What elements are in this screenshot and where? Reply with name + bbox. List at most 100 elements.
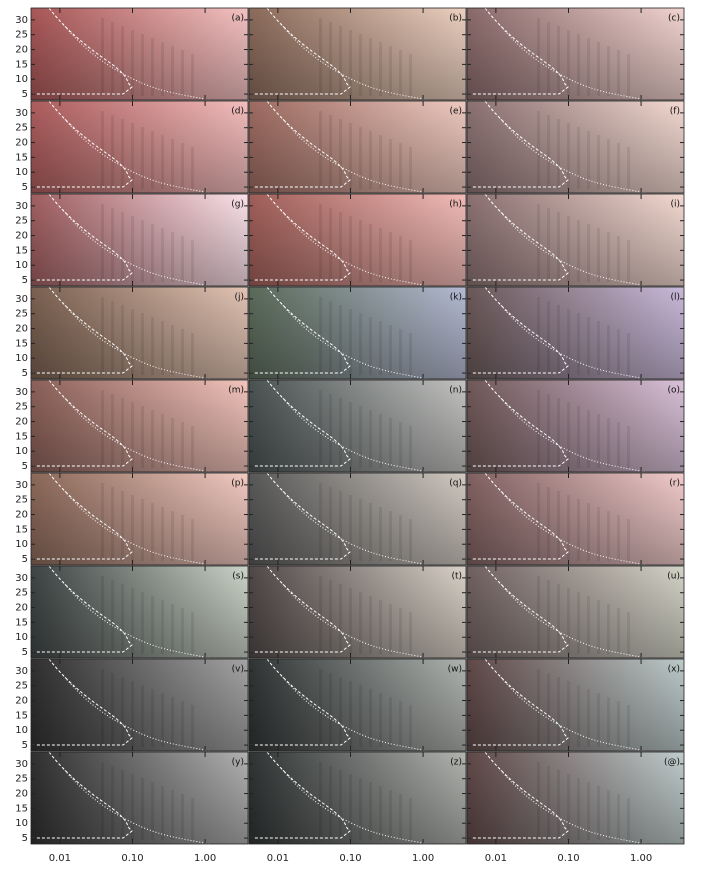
boundary-curve <box>62 302 210 380</box>
stripe <box>329 22 332 96</box>
panel-frame <box>466 379 685 473</box>
stripe <box>627 705 630 747</box>
boundary-curve <box>249 751 351 839</box>
panel-shade <box>249 101 466 193</box>
y-tick-label: 15 <box>15 338 28 349</box>
boundary-curve <box>31 193 133 281</box>
stripe <box>547 766 550 840</box>
boundary-curve <box>62 116 210 194</box>
panel-label: (i) <box>670 200 680 210</box>
panel: (q) <box>248 472 467 566</box>
stripe <box>111 394 114 468</box>
stripe <box>339 398 342 468</box>
stripe <box>577 685 580 747</box>
y-tick-label: 10 <box>15 260 28 271</box>
stripe <box>111 301 114 375</box>
stripe <box>141 499 144 561</box>
y-tick-label: 10 <box>15 353 28 364</box>
panel-shade <box>249 194 466 286</box>
panel-frame <box>248 193 467 287</box>
y-tick-label: 25 <box>15 588 28 599</box>
panel-shade <box>467 101 684 193</box>
panel-label: (a) <box>231 14 244 24</box>
stripe <box>339 770 342 840</box>
x-tick-label: 0.10 <box>557 853 579 864</box>
panel-shade <box>249 659 466 751</box>
panel-label: (d) <box>231 107 244 117</box>
stripe <box>141 592 144 654</box>
panel-frame <box>466 286 685 380</box>
stripe <box>587 782 590 840</box>
stripe <box>409 54 412 96</box>
stripe <box>161 507 164 561</box>
stripe <box>161 600 164 654</box>
stripe <box>567 309 570 375</box>
stripe <box>151 689 154 747</box>
stripe <box>121 677 124 747</box>
y-tick-label: 5 <box>22 368 28 379</box>
stripe <box>121 398 124 468</box>
stripe <box>121 212 124 282</box>
stripe <box>349 681 352 747</box>
stripe <box>389 46 392 96</box>
panel-label: (t) <box>451 572 462 582</box>
x-tick-label: 0.01 <box>267 853 289 864</box>
stripe <box>111 766 114 840</box>
y-tick-label: 25 <box>15 495 28 506</box>
stripe <box>607 790 610 840</box>
panel-label: (n) <box>449 386 462 396</box>
boundary-curve <box>467 379 569 467</box>
panel: (f) <box>466 100 685 194</box>
stripe <box>389 604 392 654</box>
stripe <box>587 224 590 282</box>
boundary-curve <box>498 767 646 845</box>
stripe <box>369 224 372 282</box>
y-tick-label: 5 <box>22 647 28 658</box>
panel-frame <box>248 379 467 473</box>
stripe <box>369 317 372 375</box>
stripe <box>151 131 154 189</box>
boundary-curve <box>280 209 428 287</box>
stripe <box>557 770 560 840</box>
boundary-curve <box>62 23 210 101</box>
panel-label: (u) <box>667 572 680 582</box>
panel-shade <box>31 752 248 844</box>
stripe <box>379 507 382 561</box>
y-tick-label: 20 <box>15 231 28 242</box>
x-tick-label: 1.00 <box>194 853 216 864</box>
stripe <box>587 38 590 96</box>
panel-frame <box>30 193 249 287</box>
panel: (r) <box>466 472 685 566</box>
stripe <box>181 608 184 654</box>
panel: (m) <box>30 379 249 473</box>
stripe <box>359 592 362 654</box>
stripe <box>369 782 372 840</box>
panel: (v) <box>30 658 249 752</box>
stripe <box>111 580 114 654</box>
stripe <box>389 511 392 561</box>
stripe <box>111 673 114 747</box>
panel-frame <box>466 100 685 194</box>
stripe <box>161 135 164 189</box>
stripe <box>617 50 620 96</box>
stripe <box>191 54 194 96</box>
stripe <box>329 115 332 189</box>
stripe <box>131 588 134 654</box>
stripe <box>121 119 124 189</box>
y-tick-label: 30 <box>15 387 28 398</box>
panel-label: (j) <box>234 293 244 303</box>
stripe <box>171 46 174 96</box>
panel-shade <box>249 287 466 379</box>
stripe <box>567 681 570 747</box>
stripe <box>359 127 362 189</box>
boundary-curve <box>467 286 569 374</box>
panel-shade <box>467 287 684 379</box>
stripe <box>181 143 184 189</box>
stripe <box>627 333 630 375</box>
stripe <box>349 123 352 189</box>
panel-frame <box>248 286 467 380</box>
panel: (e) <box>248 100 467 194</box>
panel-shade <box>249 566 466 658</box>
stripe <box>597 507 600 561</box>
stripe <box>369 131 372 189</box>
